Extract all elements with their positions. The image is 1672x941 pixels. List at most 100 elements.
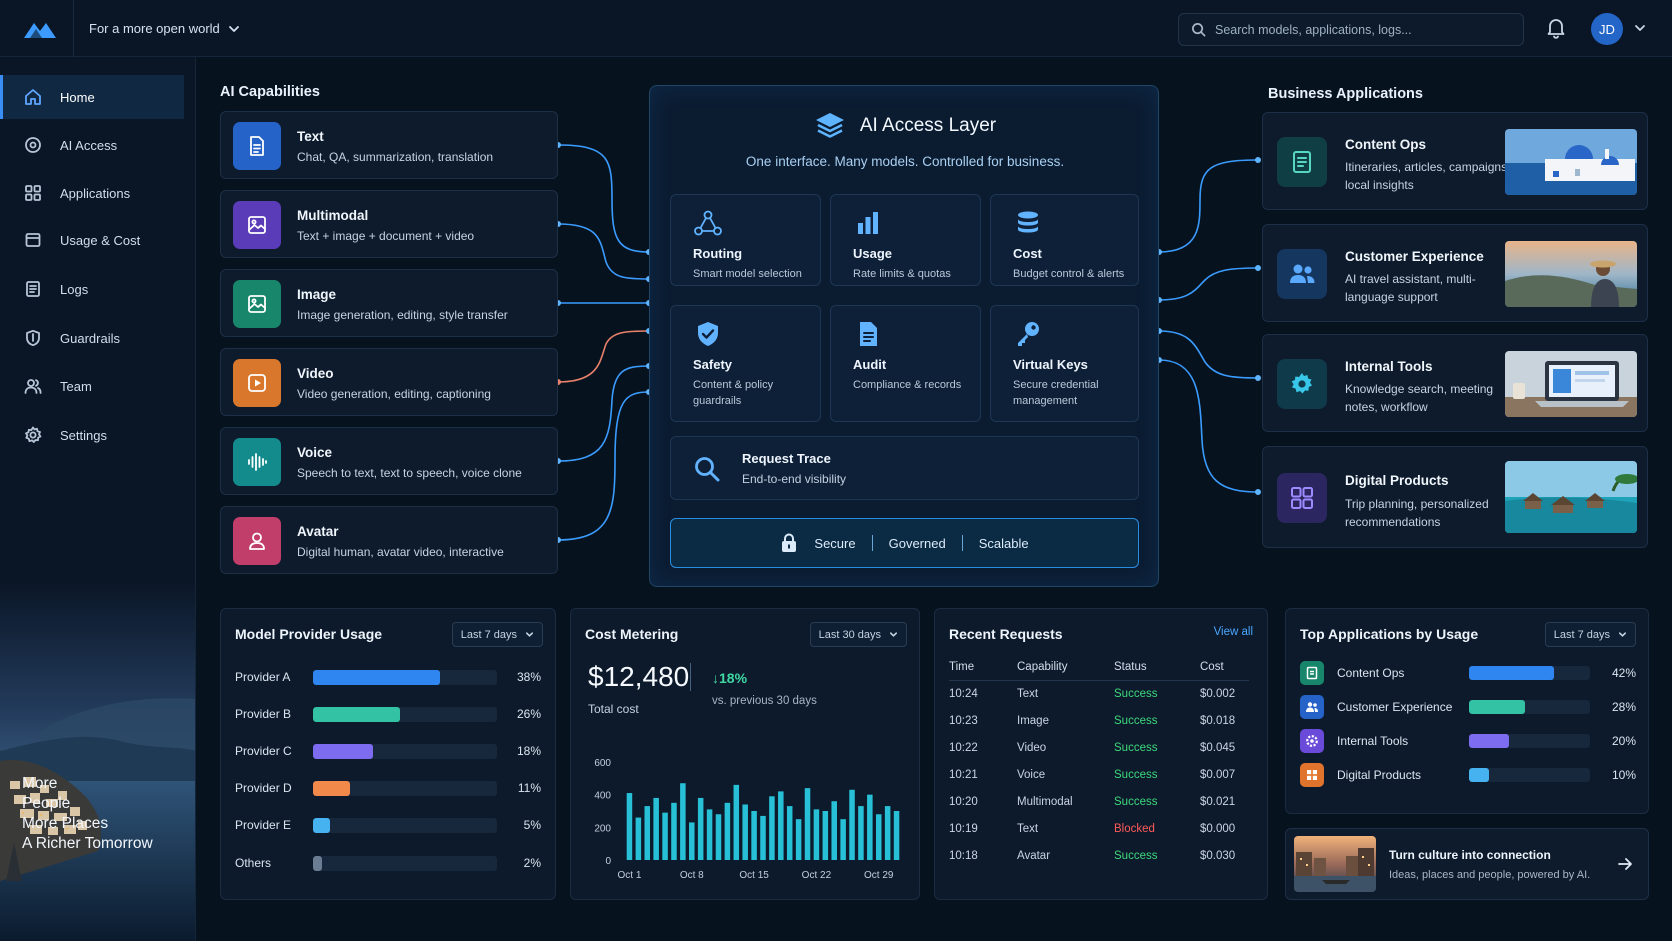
table-row[interactable]: 10:20 Multimodal Success $0.021 [949,788,1249,815]
module-title: Routing [693,246,743,261]
app-usage-row[interactable]: Digital Products 10% [1300,762,1636,788]
capability-card-image[interactable]: Image Image generation, editing, style t… [220,269,558,337]
waveform-icon [248,453,267,471]
request-capability: Image [1017,714,1049,727]
digital-products-icon [1300,763,1324,787]
cost-bar [893,811,900,860]
business-card-digital-products[interactable]: Digital Products Trip planning, personal… [1262,446,1648,548]
arrow-right-icon[interactable] [1616,855,1634,873]
capability-card-avatar[interactable]: Avatar Digital human, avatar video, inte… [220,506,558,574]
provider-bar-fill [313,706,400,722]
business-card-internal-tools[interactable]: Internal Tools Knowledge search, meeting… [1262,334,1648,432]
module-usage[interactable]: Usage Rate limits & quotas [830,194,981,286]
capability-title: Multimodal [297,208,369,223]
cost-divider [690,663,691,691]
capability-card-voice[interactable]: Voice Speech to text, text to speech, vo… [220,427,558,495]
grid-icon [25,185,41,201]
cost-bar [680,783,686,860]
search-box[interactable] [1178,13,1524,46]
capability-desc: Image generation, editing, style transfe… [297,308,508,322]
cost-bar [662,812,668,860]
search-input[interactable] [1215,22,1505,37]
brand-logo-icon[interactable] [22,18,58,40]
recent-requests-panel: Recent Requests View all Time Capability… [934,608,1268,900]
promo-card[interactable]: Turn culture into connection Ideas, plac… [1285,828,1649,900]
business-card-customer-experience[interactable]: Customer Experience AI travel assistant,… [1262,224,1648,322]
sidebar-item-applications[interactable]: Applications [0,171,184,215]
app-bar-track [1469,666,1590,680]
provider-percent: 18% [516,744,541,758]
cost-range-dropdown[interactable]: Last 30 days [809,622,907,647]
cost-bar [875,814,882,860]
table-row[interactable]: 10:23 Image Success $0.018 [949,707,1249,734]
sidebar-item-logs[interactable]: Logs [0,267,184,311]
sidebar-item-home[interactable]: Home [0,75,184,119]
app-usage-row[interactable]: Customer Experience 28% [1300,694,1636,720]
recent-requests-table: Time Capability Status Cost 10:24 Text Suc… [949,654,1249,869]
sidebar-item-ai-access[interactable]: AI Access [0,123,184,167]
module-routing[interactable]: Routing Smart model selection [670,194,821,286]
module-safety[interactable]: Safety Content & policy guardrails [670,305,821,422]
user-menu-chevron-icon[interactable] [1634,22,1646,34]
capability-title: Image [297,287,337,302]
app-bar-fill [1469,666,1554,680]
capability-card-video[interactable]: Video Video generation, editing, caption… [220,348,558,416]
usage-icon [25,233,41,247]
sidebar-item-usage-cost[interactable]: Usage & Cost [0,218,184,262]
table-row[interactable]: 10:21 Voice Success $0.007 [949,761,1249,788]
workspace-label: For a more open world [89,21,220,36]
module-title: Audit [853,357,887,372]
sidebar-item-team[interactable]: Team [0,364,184,408]
sidebar-item-settings[interactable]: Settings [0,413,184,457]
top-apps-panel: Top Applications by Usage Last 7 days Co… [1285,608,1649,814]
total-cost-label: Total cost [588,702,639,716]
sidebar-item-guardrails[interactable]: Guardrails [0,316,184,360]
request-capability: Avatar [1017,849,1051,862]
workspace-selector[interactable]: For a more open world [89,21,240,36]
app-usage-row[interactable]: Content Ops 42% [1300,660,1636,686]
notification-bell-icon[interactable] [1546,17,1566,39]
top-apps-range-dropdown[interactable]: Last 7 days [1544,622,1636,647]
view-all-link[interactable]: View all [1213,626,1253,638]
column-header: Status [1114,654,1200,681]
users-icon [1290,264,1315,283]
request-time: 10:21 [949,768,978,781]
business-tile [1277,249,1327,299]
app-percent: 28% [1611,700,1636,714]
business-card-content-ops[interactable]: Content Ops Itineraries, articles, campa… [1262,112,1648,210]
avatar-initials: JD [1599,21,1615,37]
cost-bar [671,802,677,860]
provider-row: Provider B 26% [235,704,541,724]
module-cost[interactable]: Cost Budget control & alerts [990,194,1139,286]
app-usage-row[interactable]: Internal Tools 20% [1300,728,1636,754]
promo-title: Turn culture into connection [1389,848,1551,862]
capability-title: Voice [297,445,333,460]
module-virtual-keys[interactable]: Virtual Keys Secure credential managemen… [990,305,1139,422]
module-title: Usage [853,246,893,261]
table-row[interactable]: 10:24 Text Success $0.002 [949,680,1249,707]
module-title: Safety [693,357,733,372]
module-audit[interactable]: Audit Compliance & records [830,305,981,422]
cost-bar [733,784,740,860]
user-avatar[interactable]: JD [1591,13,1623,45]
table-row[interactable]: 10:22 Video Success $0.045 [949,734,1249,761]
app-bar-fill [1469,768,1490,782]
total-cost-value: $12,480 [588,661,690,692]
provider-percent: 38% [516,670,541,684]
capability-card-text[interactable]: Text Chat, QA, summarization, translatio… [220,111,558,179]
request-time: 10:22 [949,741,978,754]
y-tick-label: 400 [594,791,611,802]
column-header: Cost [1200,654,1249,681]
app-percent: 20% [1611,734,1636,748]
request-capability: Video [1017,741,1047,754]
request-trace-card[interactable]: Request Trace End-to-end visibility [670,436,1139,500]
business-title: Internal Tools [1345,359,1433,374]
shield-check-icon [698,322,718,346]
capability-desc: Chat, QA, summarization, translation [297,150,494,164]
table-row[interactable]: 10:19 Text Blocked $0.000 [949,815,1249,842]
provider-bar-fill [313,817,330,833]
table-row[interactable]: 10:18 Avatar Success $0.030 [949,842,1249,869]
cost-bar [751,811,757,860]
provider-range-dropdown[interactable]: Last 7 days [451,622,543,647]
capability-card-multimodal[interactable]: Multimodal Text + image + document + vid… [220,190,558,258]
